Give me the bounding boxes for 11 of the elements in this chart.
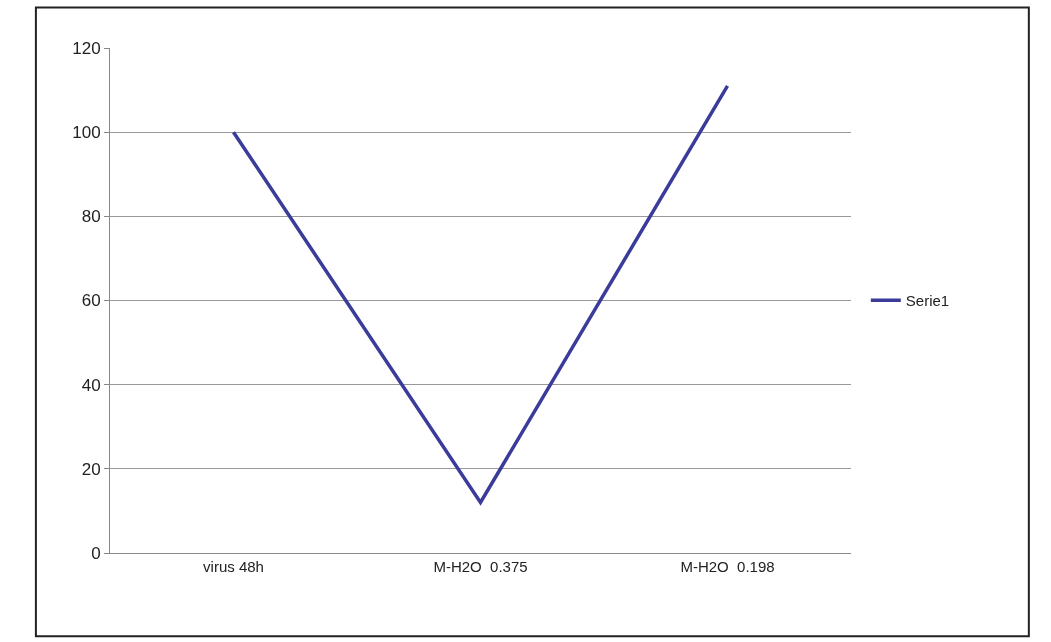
y-tick-label: 0 [91, 543, 101, 563]
y-tick-label: 120 [72, 38, 101, 58]
legend-label: Serie1 [905, 292, 950, 310]
y-tick-label: 20 [81, 459, 101, 479]
x-tick-label: M-H2O 0.198 [680, 558, 775, 575]
y-tick-label: 40 [81, 375, 101, 395]
y-tick-label: 100 [72, 123, 101, 143]
y-tick-label: 60 [81, 291, 101, 311]
x-tick-label: virus 48h [203, 558, 264, 575]
y-tick-label: 80 [81, 207, 101, 227]
x-tick-label: M-H2O 0.375 [433, 558, 528, 575]
